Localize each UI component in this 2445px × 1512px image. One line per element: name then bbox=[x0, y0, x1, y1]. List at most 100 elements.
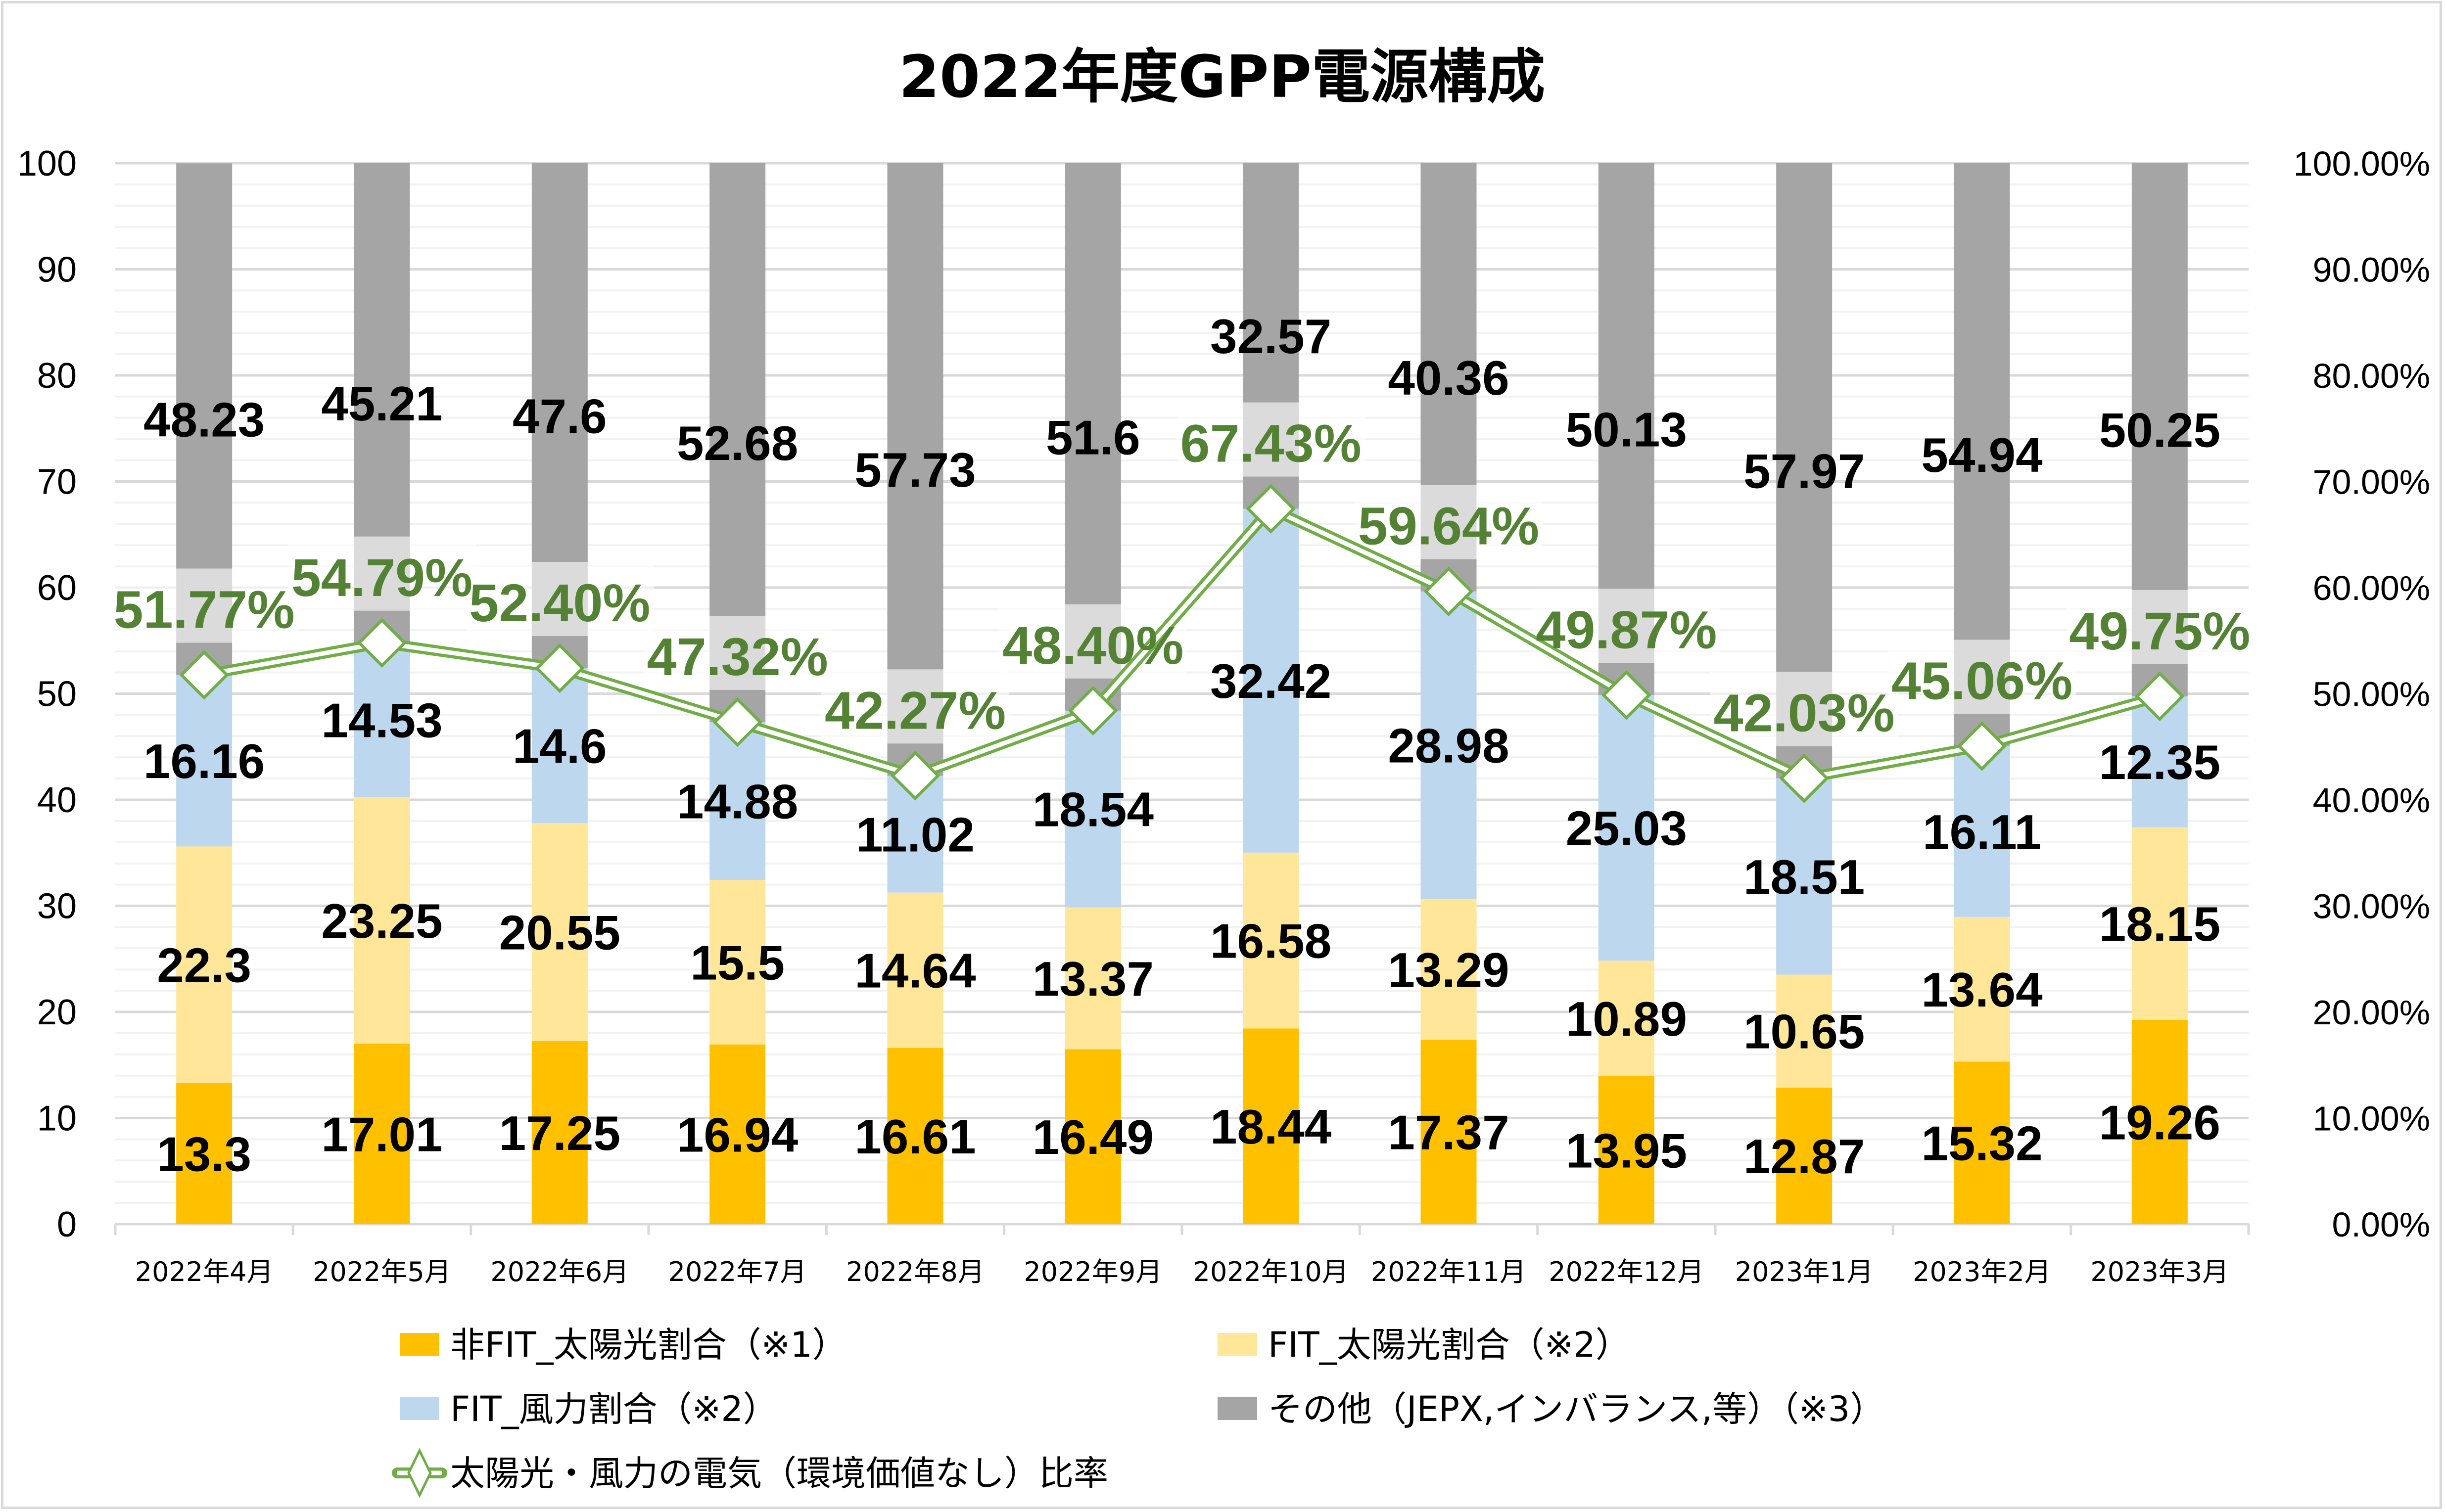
bar-data-label: 57.97 bbox=[1743, 444, 1865, 499]
bar-segment-3 bbox=[354, 642, 410, 797]
bar-data-label: 16.16 bbox=[143, 734, 265, 788]
percent-data-label: 42.27% bbox=[825, 680, 1006, 740]
y-tick-label: 50 bbox=[37, 675, 77, 714]
bar-data-label: 16.61 bbox=[854, 1109, 976, 1164]
bar-segment-1 bbox=[354, 1044, 410, 1224]
bar-data-label: 14.64 bbox=[854, 944, 976, 998]
y2-tick-label: 60.00% bbox=[2313, 569, 2430, 607]
bar-data-labels: 13.3 22.3 16.16 48.23 17.01 23.25 14.53 45.21 17… bbox=[143, 309, 2220, 1184]
bar-segment-3 bbox=[709, 722, 766, 880]
percent-label-background bbox=[466, 562, 654, 637]
legend-label: 非FIT_太陽光割合（※1） bbox=[450, 1325, 847, 1365]
x-tick-label: 2022年7月 bbox=[668, 1256, 807, 1287]
bar-data-label: 32.57 bbox=[1210, 309, 1331, 364]
legend-swatch-square-icon bbox=[1218, 1397, 1257, 1420]
x-tick-label: 2022年9月 bbox=[1024, 1256, 1162, 1287]
bar-data-label: 18.51 bbox=[1743, 850, 1865, 904]
bar-segment-1 bbox=[709, 1044, 766, 1224]
y-tick-label: 100 bbox=[17, 144, 77, 183]
bar-segment-3 bbox=[1065, 710, 1121, 908]
legend-swatch-square-icon bbox=[400, 1333, 439, 1356]
bar-data-label: 20.55 bbox=[499, 906, 620, 960]
y2-tick-label: 30.00% bbox=[2313, 887, 2430, 926]
ratio-marker-diamond bbox=[890, 751, 940, 801]
bar-data-label: 16.58 bbox=[1210, 914, 1331, 968]
y2-tick-label: 50.00% bbox=[2313, 675, 2430, 714]
bar-data-label: 18.15 bbox=[2099, 897, 2220, 951]
bar-segment-1 bbox=[531, 1041, 588, 1224]
percent-label-background bbox=[110, 568, 298, 643]
bar-data-label: 13.37 bbox=[1033, 952, 1154, 1006]
bar-data-label: 17.01 bbox=[321, 1107, 442, 1162]
ratio-marker-diamond bbox=[1246, 484, 1296, 534]
legend: 非FIT_太陽光割合（※1） FIT_太陽光割合（※2） FIT_風力割合（※2） そ… bbox=[392, 1325, 1884, 1498]
ratio-marker-diamond bbox=[1957, 721, 2007, 771]
bar-data-label: 52.68 bbox=[677, 416, 798, 470]
bar-data-label: 32.42 bbox=[1210, 654, 1331, 708]
x-tick-label: 2022年12月 bbox=[1549, 1256, 1704, 1287]
x-tick-label: 2023年3月 bbox=[2090, 1256, 2229, 1287]
bar-segment-3 bbox=[1598, 695, 1654, 961]
ratio-marker-diamond bbox=[1423, 566, 1474, 616]
y2-tick-label: 70.00% bbox=[2313, 463, 2430, 502]
percent-data-label: 51.77% bbox=[114, 580, 295, 640]
x-tick-label: 2022年11月 bbox=[1371, 1256, 1526, 1287]
y-tick-label: 30 bbox=[37, 887, 77, 926]
bar-data-label: 18.44 bbox=[1210, 1100, 1331, 1154]
bar-data-label: 16.49 bbox=[1033, 1110, 1154, 1164]
y-axis-secondary: 0.00% 10.00% 20.00% 30.00% 40.00% 50.00% 60.00… bbox=[2294, 144, 2430, 1244]
y-tick-label: 60 bbox=[37, 568, 77, 608]
legend-swatch-square-icon bbox=[1218, 1333, 1257, 1356]
bar-segment-2 bbox=[176, 846, 233, 1083]
bar-data-label: 18.54 bbox=[1033, 782, 1154, 837]
percent-data-label: 42.03% bbox=[1714, 683, 1895, 742]
bar-data-label: 54.94 bbox=[1921, 428, 2042, 482]
y2-tick-label: 80.00% bbox=[2313, 357, 2430, 395]
y2-tick-label: 90.00% bbox=[2313, 251, 2430, 289]
legend-label: FIT_風力割合（※2） bbox=[450, 1389, 778, 1429]
bar-segment-2 bbox=[531, 823, 588, 1041]
bar-data-label: 13.95 bbox=[1566, 1123, 1687, 1178]
bar-data-label: 16.11 bbox=[1923, 805, 2041, 859]
bar-data-label: 25.03 bbox=[1566, 801, 1687, 856]
y2-tick-label: 40.00% bbox=[2313, 781, 2430, 820]
percent-label-backgrounds bbox=[110, 402, 2254, 746]
y2-tick-label: 10.00% bbox=[2313, 1100, 2430, 1138]
y2-tick-label: 0.00% bbox=[2332, 1205, 2430, 1244]
bar-segment-1 bbox=[1065, 1049, 1121, 1224]
y-axis-primary: 0 10 20 30 40 50 60 70 80 90 100 bbox=[17, 144, 77, 1244]
legend-item: FIT_太陽光割合（※2） bbox=[1218, 1325, 1630, 1365]
legend-item: その他（JEPX,インバランス,等）（※3） bbox=[1218, 1389, 1884, 1429]
bar-data-label: 23.25 bbox=[321, 894, 442, 948]
percent-data-label: 49.75% bbox=[2069, 601, 2250, 661]
ratio-marker-diamond bbox=[1068, 686, 1118, 736]
bar-data-label: 11.02 bbox=[856, 807, 975, 862]
y2-tick-label: 20.00% bbox=[2313, 993, 2430, 1032]
bar-data-label: 50.13 bbox=[1566, 403, 1687, 457]
bar-segment-2 bbox=[354, 797, 410, 1044]
bar-data-label: 14.6 bbox=[513, 719, 607, 774]
bar-segment-2 bbox=[1776, 974, 1833, 1088]
percent-label-background bbox=[821, 669, 1009, 744]
bar-data-label: 14.88 bbox=[677, 775, 798, 829]
percent-label-background bbox=[1710, 672, 1898, 746]
x-tick-label: 2023年1月 bbox=[1735, 1256, 1874, 1287]
percent-data-label: 67.43% bbox=[1180, 413, 1362, 473]
bar-data-label: 19.26 bbox=[2099, 1095, 2220, 1149]
chart-title: 2022年度GPP電源構成 bbox=[899, 43, 1545, 111]
ratio-marker-diamond bbox=[1779, 753, 1829, 803]
bar-data-label: 47.6 bbox=[513, 389, 607, 444]
bar-data-label: 17.37 bbox=[1388, 1105, 1509, 1160]
y-tick-label: 10 bbox=[37, 1099, 77, 1139]
x-tick-label: 2023年2月 bbox=[1913, 1256, 2051, 1287]
bar-segment-2 bbox=[709, 880, 766, 1045]
bar-segment-3 bbox=[1243, 508, 1299, 853]
bar-segment-3 bbox=[531, 668, 588, 824]
bar-data-label: 15.32 bbox=[1921, 1116, 2042, 1171]
legend-item: 非FIT_太陽光割合（※1） bbox=[400, 1325, 847, 1365]
bar-data-label: 13.64 bbox=[1921, 962, 2042, 1017]
x-axis: 2022年4月 2022年5月 2022年6月 2022年7月 2022年8月 2022年… bbox=[114, 1223, 2250, 1287]
percent-label-background bbox=[643, 615, 832, 690]
bar-data-label: 48.23 bbox=[143, 392, 265, 447]
